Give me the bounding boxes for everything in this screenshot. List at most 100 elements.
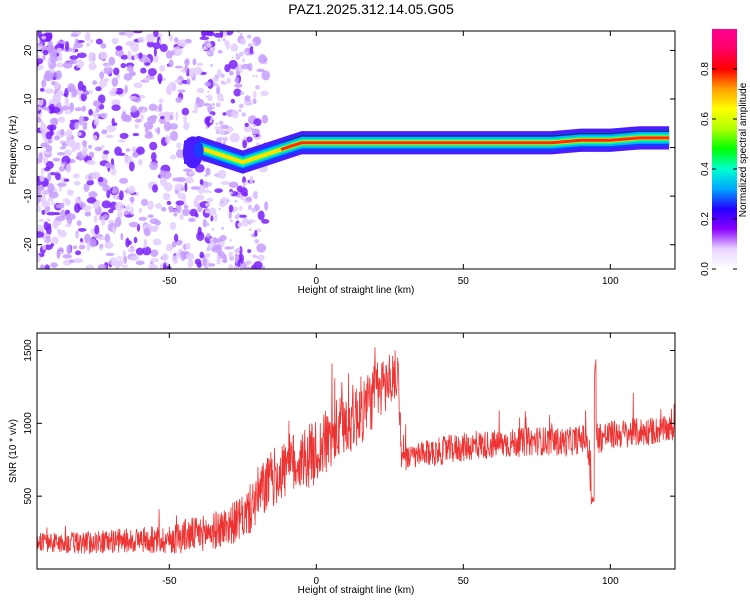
- noise-blob: [64, 41, 70, 52]
- noise-blob: [120, 62, 127, 69]
- noise-blob: [247, 62, 253, 72]
- noise-blob: [117, 211, 123, 219]
- noise-blob: [48, 191, 59, 199]
- noise-blob: [206, 197, 214, 203]
- noise-blob: [64, 110, 73, 115]
- noise-blob: [37, 231, 44, 238]
- noise-speck: [211, 227, 215, 231]
- noise-blob: [254, 39, 262, 44]
- snr-x-tick-label: 50: [458, 576, 470, 587]
- noise-blob: [114, 260, 120, 269]
- noise-blob: [72, 46, 77, 54]
- noise-blob: [37, 116, 41, 121]
- noise-speck: [215, 173, 220, 178]
- noise-speck: [229, 255, 235, 261]
- snr-y-tick-label: 500: [23, 487, 34, 504]
- noise-blob: [51, 236, 59, 245]
- noise-blob: [158, 77, 162, 85]
- noise-blob: [45, 144, 53, 153]
- noise-blob: [57, 228, 61, 234]
- spectrogram-x-ticks: -50 0 50 100: [162, 31, 619, 287]
- noise-speck: [233, 110, 237, 114]
- noise-blob: [127, 247, 136, 253]
- noise-speck: [205, 186, 209, 189]
- noise-blob: [202, 256, 207, 267]
- noise-blob: [127, 240, 132, 246]
- noise-blob: [126, 204, 131, 211]
- noise-blob: [184, 63, 188, 74]
- noise-blob: [168, 33, 174, 42]
- noise-blob: [188, 67, 195, 78]
- noise-blob: [149, 141, 158, 151]
- noise-blob: [93, 100, 102, 107]
- noise-blob: [85, 264, 95, 269]
- noise-blob: [242, 139, 247, 149]
- noise-blob: [203, 189, 210, 193]
- noise-blob: [169, 123, 178, 130]
- noise-blob: [93, 117, 100, 126]
- noise-blob: [92, 80, 98, 85]
- noise-blob: [247, 249, 252, 253]
- noise-blob: [183, 114, 187, 124]
- noise-blob: [111, 99, 121, 107]
- noise-speck: [218, 256, 221, 259]
- noise-blob: [42, 55, 46, 61]
- noise-blob: [60, 128, 65, 136]
- noise-speck: [209, 120, 213, 123]
- noise-blob: [86, 197, 97, 204]
- noise-speck: [218, 120, 224, 126]
- noise-blob: [230, 43, 239, 52]
- noise-blob: [45, 70, 51, 75]
- noise-blob: [246, 136, 253, 143]
- noise-speck: [202, 45, 207, 50]
- noise-blob: [100, 43, 107, 49]
- noise-blob: [149, 161, 159, 171]
- noise-speck: [237, 222, 243, 228]
- noise-blob: [144, 127, 149, 133]
- noise-blob: [42, 106, 50, 111]
- noise-speck: [234, 199, 238, 203]
- noise-blob: [261, 70, 271, 81]
- noise-blob: [111, 104, 121, 111]
- noise-blob: [73, 258, 84, 264]
- noise-blob: [165, 265, 172, 269]
- noise-blob: [234, 77, 240, 83]
- noise-blob: [47, 139, 52, 144]
- noise-blob: [84, 31, 91, 42]
- noise-blob: [142, 246, 152, 256]
- noise-blob: [148, 263, 158, 269]
- noise-blob: [74, 48, 79, 53]
- noise-blob: [39, 152, 43, 160]
- noise-blob: [251, 41, 256, 45]
- noise-blob: [165, 243, 174, 252]
- noise-blob: [82, 140, 88, 148]
- noise-blob: [88, 52, 95, 60]
- noise-blob: [173, 212, 178, 217]
- colorbar-ticks: 0.0 0.2 0.4 0.6 0.8: [700, 62, 737, 276]
- noise-speck: [253, 194, 258, 200]
- noise-blob: [243, 266, 253, 269]
- noise-blob: [43, 190, 49, 194]
- noise-blob: [53, 93, 61, 103]
- noise-blob: [260, 90, 269, 96]
- noise-blob: [184, 38, 192, 44]
- noise-blob: [228, 59, 238, 70]
- noise-speck: [221, 226, 225, 230]
- noise-blob: [222, 112, 227, 116]
- noise-blob: [50, 72, 55, 77]
- noise-blob: [252, 98, 257, 105]
- noise-blob: [199, 36, 210, 41]
- noise-blob: [58, 166, 65, 172]
- noise-blob: [143, 238, 148, 249]
- noise-blob: [74, 203, 81, 213]
- noise-speck: [207, 90, 210, 93]
- noise-blob: [152, 54, 159, 63]
- noise-blob: [226, 77, 232, 84]
- snr-x-tick-label: 0: [314, 576, 320, 587]
- noise-blob: [65, 138, 76, 146]
- noise-blob: [196, 62, 204, 67]
- noise-blob: [94, 224, 100, 235]
- noise-blob: [162, 262, 167, 269]
- noise-blob: [206, 232, 211, 239]
- noise-speck: [237, 31, 240, 34]
